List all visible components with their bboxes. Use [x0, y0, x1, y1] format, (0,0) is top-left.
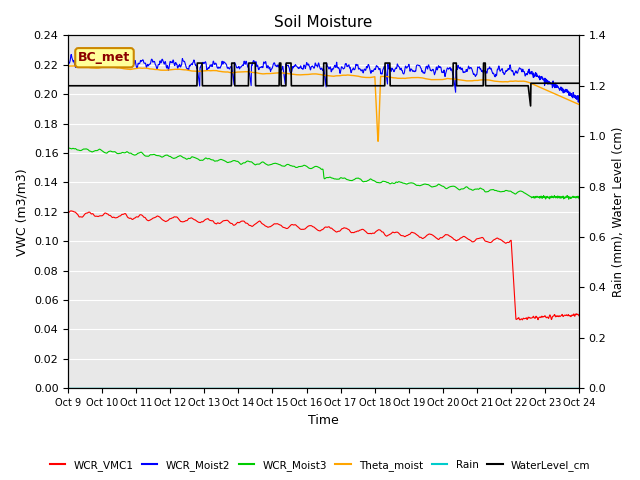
Rain [64, 385, 72, 391]
Line: WCR_Moist3: WCR_Moist3 [68, 148, 579, 199]
WCR_VMC1 [64, 210, 72, 216]
WaterLevel_cm [292, 83, 300, 89]
Rain [281, 385, 289, 391]
X-axis label: Time: Time [308, 414, 339, 427]
WaterLevel_cm [355, 83, 363, 89]
Line: WCR_Moist2: WCR_Moist2 [68, 55, 579, 102]
Theta_moist [355, 73, 363, 79]
Rain [301, 385, 308, 391]
WCR_Moist2 [301, 64, 309, 70]
Theta_moist [301, 72, 309, 77]
Rain [355, 385, 363, 391]
WCR_Moist3 [301, 163, 309, 168]
Text: BC_met: BC_met [78, 51, 131, 64]
WCR_VMC1 [301, 226, 309, 232]
Rain [104, 385, 111, 391]
WCR_Moist3 [64, 145, 72, 151]
WCR_Moist3 [355, 176, 363, 181]
Title: Soil Moisture: Soil Moisture [275, 15, 372, 30]
WCR_VMC1 [67, 208, 75, 214]
WaterLevel_cm [125, 83, 132, 89]
WCR_Moist3 [125, 150, 132, 156]
WCR_Moist2 [67, 52, 75, 58]
Line: WCR_VMC1: WCR_VMC1 [68, 211, 579, 320]
Y-axis label: Rain (mm), Water Level (cm): Rain (mm), Water Level (cm) [612, 127, 625, 297]
Theta_moist [104, 64, 112, 70]
WaterLevel_cm [527, 103, 534, 109]
WCR_Moist2 [64, 62, 72, 68]
Line: WaterLevel_cm: WaterLevel_cm [68, 63, 579, 106]
WCR_Moist2 [575, 99, 582, 105]
WCR_VMC1 [292, 222, 300, 228]
Theta_moist [575, 102, 583, 108]
Y-axis label: VWC (m3/m3): VWC (m3/m3) [15, 168, 28, 256]
WaterLevel_cm [575, 80, 583, 86]
WaterLevel_cm [193, 60, 201, 66]
Theta_moist [125, 66, 132, 72]
Theta_moist [74, 63, 81, 69]
WCR_VMC1 [104, 211, 112, 217]
WCR_Moist2 [575, 96, 583, 102]
WaterLevel_cm [282, 83, 289, 89]
Theta_moist [64, 63, 72, 69]
Theta_moist [292, 72, 300, 77]
Legend: WCR_VMC1, WCR_Moist2, WCR_Moist3, Theta_moist, Rain, WaterLevel_cm: WCR_VMC1, WCR_Moist2, WCR_Moist3, Theta_… [45, 456, 595, 475]
WCR_VMC1 [355, 228, 363, 233]
WCR_Moist2 [125, 60, 132, 65]
WaterLevel_cm [301, 83, 309, 89]
Rain [575, 385, 583, 391]
Theta_moist [282, 70, 289, 76]
WCR_Moist3 [104, 149, 112, 155]
Rain [292, 385, 300, 391]
Theta_moist [374, 138, 381, 144]
WCR_Moist2 [282, 81, 289, 87]
WCR_Moist3 [282, 163, 289, 169]
WCR_Moist3 [65, 145, 73, 151]
Line: Theta_moist: Theta_moist [68, 66, 579, 141]
WCR_Moist2 [355, 65, 363, 71]
WCR_Moist2 [104, 61, 112, 67]
Rain [125, 385, 132, 391]
WCR_VMC1 [575, 313, 583, 319]
WCR_Moist3 [575, 196, 583, 202]
WaterLevel_cm [104, 83, 111, 89]
WCR_Moist2 [292, 62, 300, 68]
WCR_VMC1 [125, 215, 132, 221]
WCR_VMC1 [282, 225, 289, 231]
WaterLevel_cm [64, 83, 72, 89]
WCR_Moist3 [565, 196, 573, 202]
WCR_VMC1 [518, 317, 526, 323]
WCR_Moist3 [292, 165, 300, 170]
